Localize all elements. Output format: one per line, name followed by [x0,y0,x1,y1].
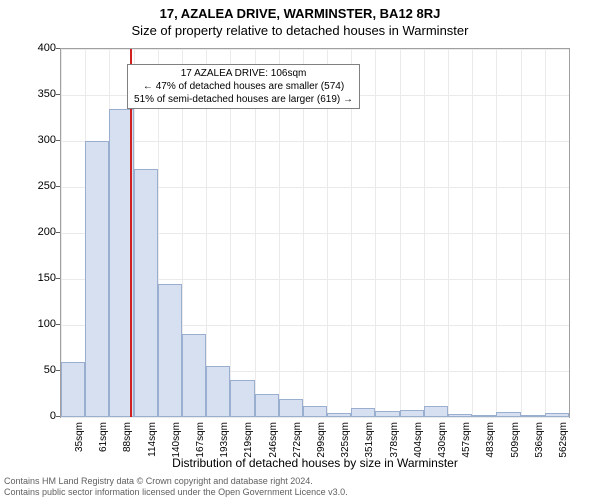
histogram-bar [206,366,230,417]
chart-title-main: 17, AZALEA DRIVE, WARMINSTER, BA12 8RJ [0,0,600,21]
x-tick-label: 272sqm [292,422,303,482]
x-tick-label: 88sqm [122,422,133,482]
y-tick-label: 150 [16,272,56,284]
x-tick-label: 167sqm [195,422,206,482]
histogram-bar [182,334,206,417]
footer-line-2: Contains public sector information licen… [4,487,348,498]
chart-plot-area: 17 AZALEA DRIVE: 106sqm← 47% of detached… [60,48,570,418]
x-tick-label: 193sqm [219,422,230,482]
histogram-bar [279,399,303,417]
x-tick-label: 536sqm [534,422,545,482]
x-tick-label: 61sqm [98,422,109,482]
y-tick-label: 350 [16,88,56,100]
histogram-bar [158,284,182,417]
histogram-bar [424,406,448,417]
histogram-bar [134,169,158,417]
y-tick-label: 300 [16,134,56,146]
histogram-bar [255,394,279,417]
histogram-bar [85,141,109,417]
x-tick-label: 483sqm [485,422,496,482]
x-tick-label: 219sqm [243,422,254,482]
histogram-bar [545,413,569,417]
histogram-bar [472,415,496,417]
histogram-bar [61,362,85,417]
histogram-bar [400,410,424,417]
chart-title-sub: Size of property relative to detached ho… [0,21,600,38]
histogram-bar [327,413,351,417]
histogram-bar [230,380,254,417]
x-tick-label: 299sqm [316,422,327,482]
x-tick-label: 351sqm [364,422,375,482]
histogram-bar [448,414,472,417]
x-tick-label: 457sqm [461,422,472,482]
histogram-bar [496,412,520,417]
x-tick-label: 562sqm [558,422,569,482]
x-tick-label: 325sqm [340,422,351,482]
y-tick-label: 50 [16,364,56,376]
annot-line-1: 17 AZALEA DRIVE: 106sqm [134,67,353,80]
x-tick-label: 378sqm [389,422,400,482]
annot-line-2: ← 47% of detached houses are smaller (57… [134,80,353,93]
x-tick-label: 430sqm [437,422,448,482]
y-tick-label: 0 [16,410,56,422]
annotation-box: 17 AZALEA DRIVE: 106sqm← 47% of detached… [127,64,360,109]
x-tick-label: 509sqm [510,422,521,482]
y-tick-label: 400 [16,42,56,54]
y-tick-label: 100 [16,318,56,330]
histogram-bar [303,406,327,417]
histogram-bar [375,411,399,417]
annot-line-3: 51% of semi-detached houses are larger (… [134,93,353,106]
x-tick-label: 114sqm [147,422,158,482]
x-tick-label: 140sqm [171,422,182,482]
y-tick-label: 250 [16,180,56,192]
y-tick-label: 200 [16,226,56,238]
x-tick-label: 246sqm [268,422,279,482]
x-tick-label: 35sqm [74,422,85,482]
histogram-bar [351,408,375,417]
x-tick-label: 404sqm [413,422,424,482]
histogram-bar [521,415,545,417]
